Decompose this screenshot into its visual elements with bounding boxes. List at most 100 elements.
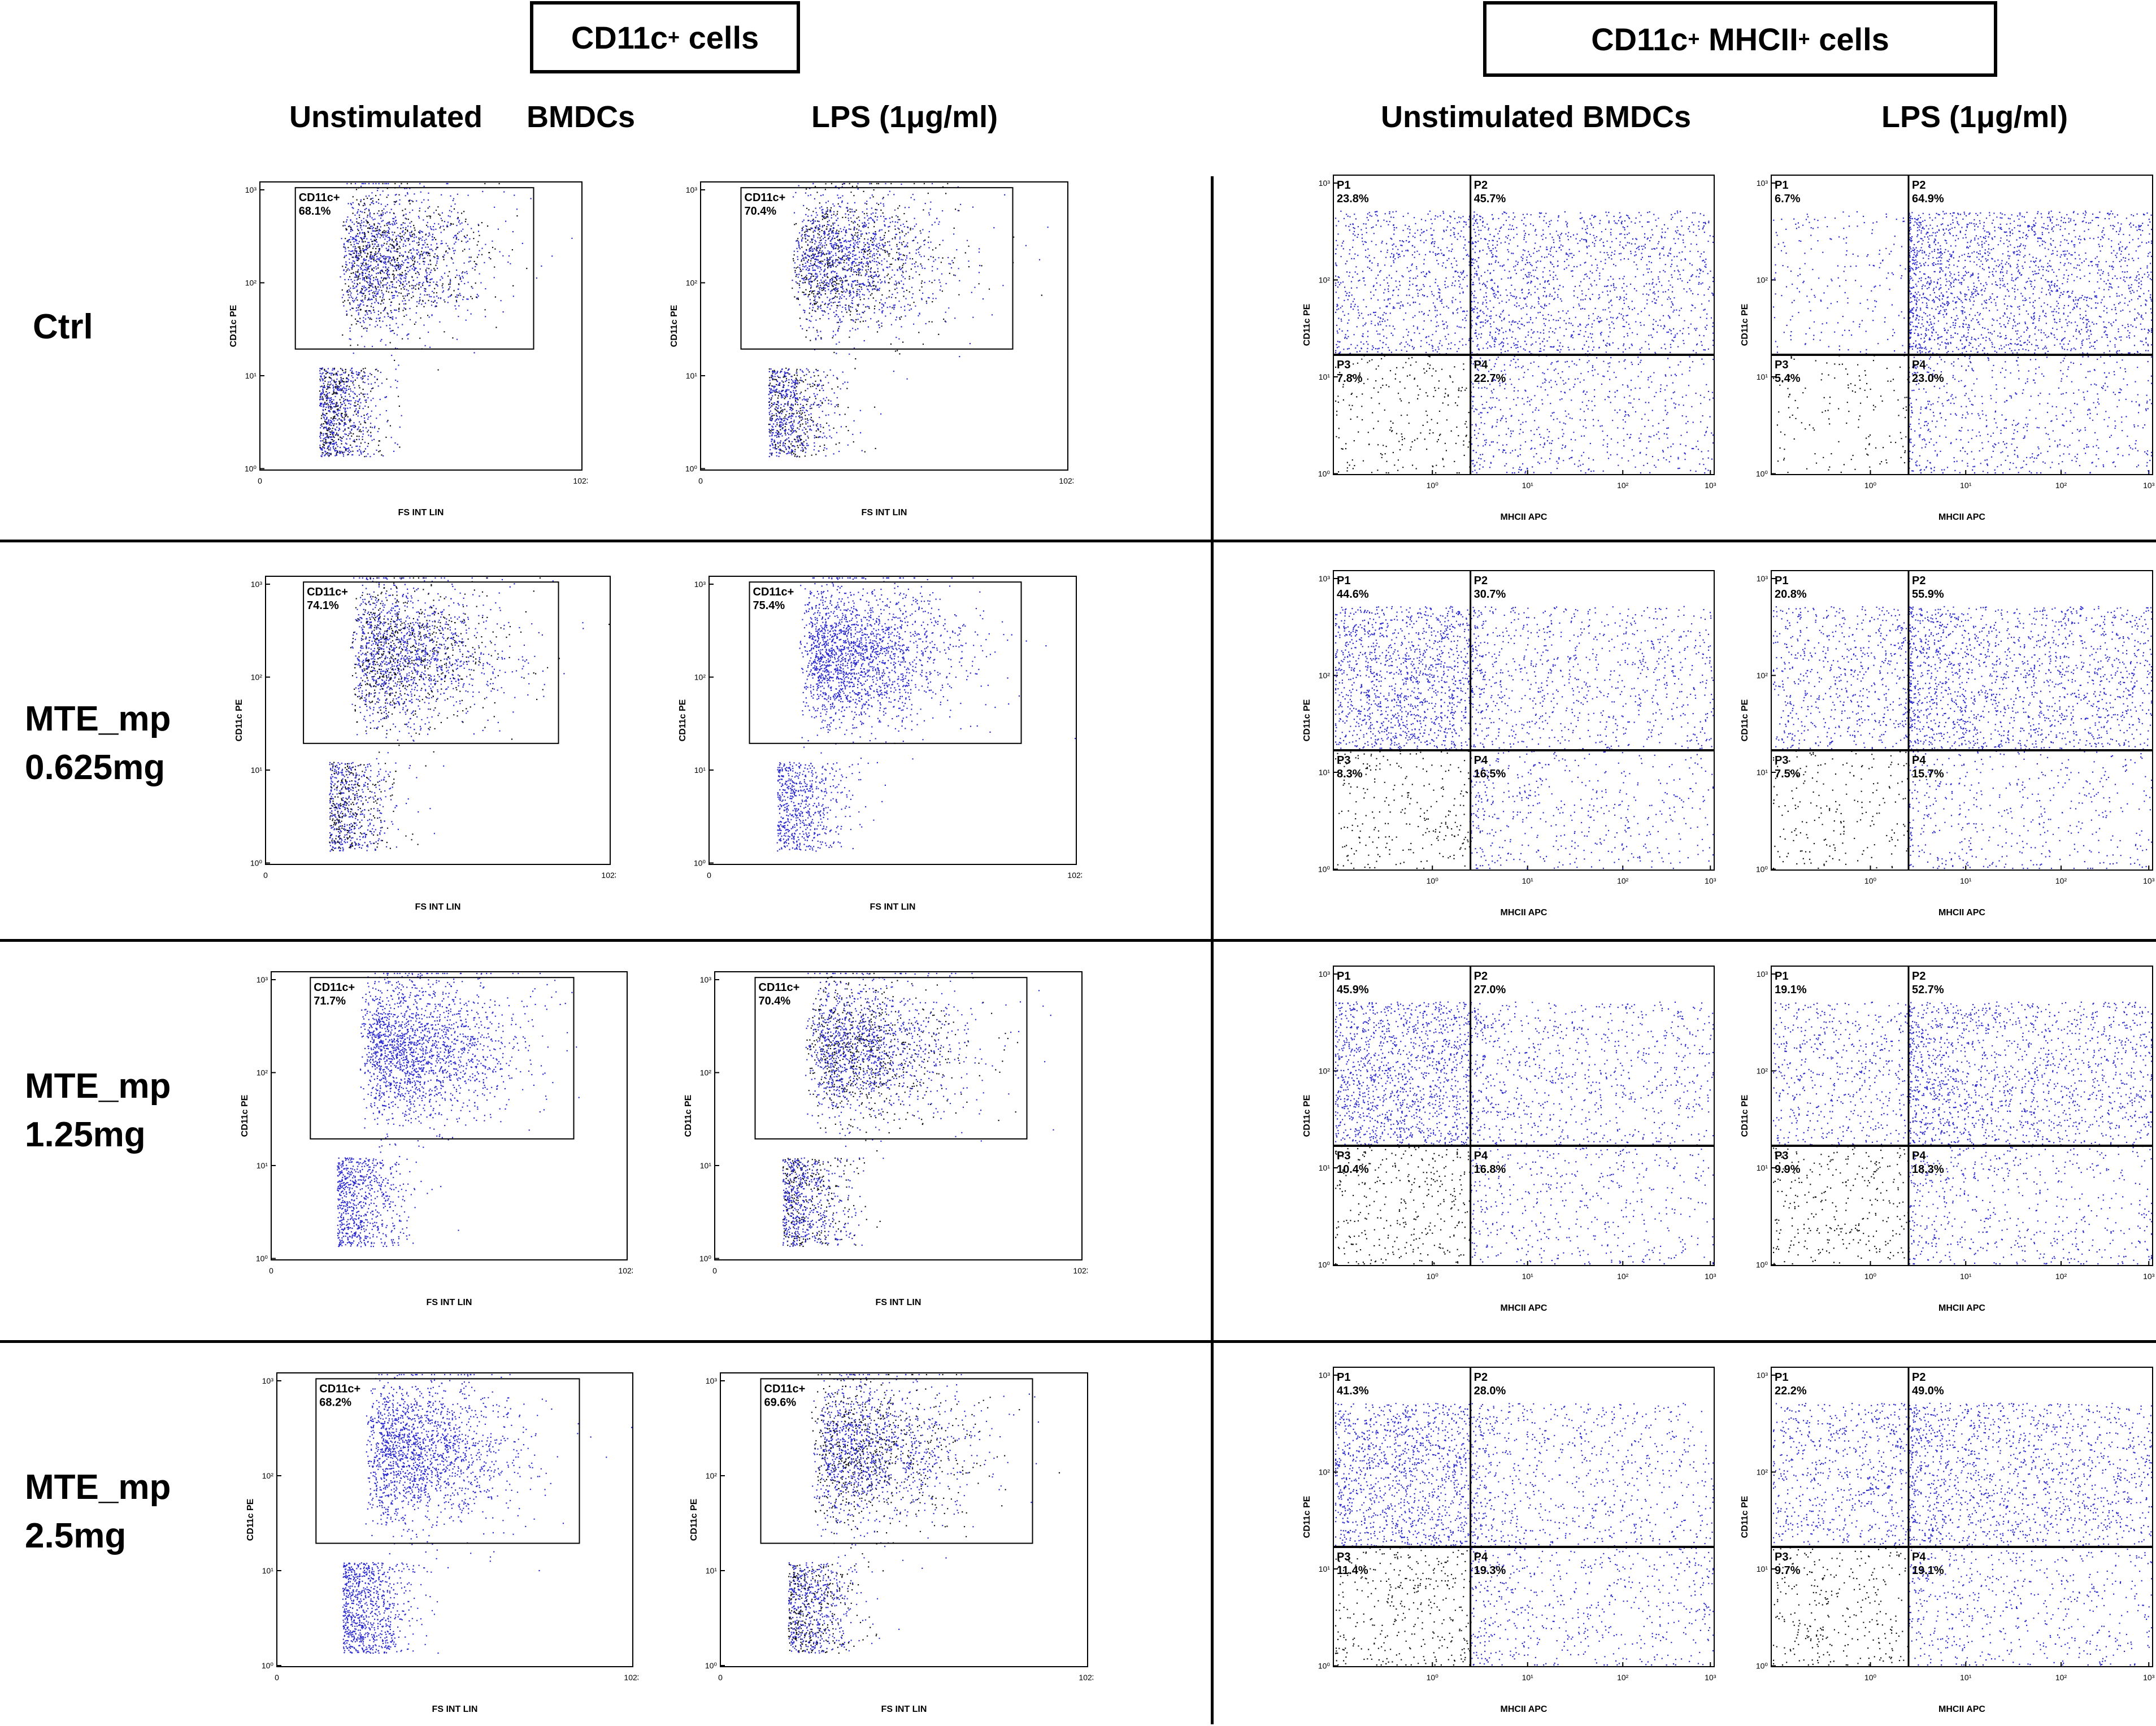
x-axis-label: FS INT LIN <box>876 1298 921 1307</box>
x-tick-label: 0 <box>718 1673 723 1682</box>
x-tick-label: 10³ <box>2143 1272 2155 1281</box>
x-tick-label: 10³ <box>2143 876 2155 885</box>
header-right-suffix: cells <box>1810 21 1889 57</box>
plot-frame <box>1771 175 2153 475</box>
y-tick-label: 10² <box>262 1471 274 1480</box>
quadrant-label-p1: P1 <box>1775 1371 1788 1384</box>
row-divider-1 <box>0 540 2156 542</box>
col-label-lps-left: LPS (1μg/ml) <box>811 100 998 134</box>
y-axis-label: CD11c PE <box>1740 699 1750 741</box>
quadrant-value-p2: 45.7% <box>1474 193 1506 205</box>
quadrant-label-p1: P1 <box>1775 179 1788 192</box>
gate-label: CD11c+ <box>319 1382 360 1395</box>
y-tick-label: 10¹ <box>686 371 698 380</box>
y-tick-label: 10⁰ <box>245 464 257 473</box>
y-tick-label: 10² <box>251 673 263 682</box>
row-label-line2: 2.5mg <box>25 1516 127 1555</box>
quadrant-plot: CD11c PE MHCII APC 10³ 10² 10¹ 10⁰ 10⁰ 10¹ 10² 10… <box>1302 570 1716 918</box>
quadrant-label-p3: P3 <box>1775 754 1788 767</box>
gate-percent: 71.7% <box>314 995 346 1007</box>
quadrant-value-p2: 30.7% <box>1474 588 1506 601</box>
y-tick-label: 10⁰ <box>262 1661 274 1670</box>
x-tick-label: 10⁰ <box>1427 1673 1439 1682</box>
gated-events <box>782 972 1054 1247</box>
quadrant-value-p1: 6.7% <box>1775 193 1801 205</box>
gated-events <box>337 972 577 1246</box>
row-divider-2 <box>0 939 2156 942</box>
plot-frame <box>1333 966 1715 1266</box>
y-tick-label: 10² <box>700 1068 712 1077</box>
gated-events <box>782 972 1044 1246</box>
quadrant-label-p2: P2 <box>1474 179 1488 192</box>
quadrant-label-p1: P1 <box>1337 179 1350 192</box>
quadrant-value-p4: 19.3% <box>1474 1564 1506 1577</box>
quadrant-label-p2: P2 <box>1912 575 1925 587</box>
quadrant-label-p4: P4 <box>1912 359 1926 371</box>
gate-percent: 70.4% <box>759 995 791 1007</box>
gate-percent: 74.1% <box>307 599 339 612</box>
x-axis-label: FS INT LIN <box>870 902 916 912</box>
gate-label: CD11c+ <box>299 192 340 204</box>
y-tick-label: 10¹ <box>1319 372 1331 381</box>
gate-label: CD11c+ <box>753 586 794 598</box>
x-tick-label: 10² <box>1617 1272 1629 1281</box>
double-negative-events <box>1335 354 1471 474</box>
x-tick-label: 1023 <box>618 1266 633 1275</box>
x-axis-label: FS INT LIN <box>427 1298 472 1307</box>
gated-events <box>319 182 573 458</box>
y-tick-label: 10² <box>694 673 706 682</box>
mhcii-events <box>1335 1001 1714 1265</box>
x-tick-label: 10² <box>1617 481 1629 490</box>
y-tick-label: 10¹ <box>1319 1163 1331 1172</box>
y-tick-label: 10² <box>257 1068 268 1077</box>
row-label-mte-125: MTE_mp 1.25mg <box>25 1062 171 1159</box>
quadrant-label-p4: P4 <box>1474 1150 1488 1162</box>
gated-events <box>342 1373 579 1654</box>
y-tick-label: 10¹ <box>257 1161 268 1170</box>
cd11c-gate <box>740 187 1014 350</box>
y-tick-label: 10¹ <box>1319 1564 1331 1573</box>
y-tick-label: 10² <box>686 279 698 288</box>
gated-events <box>329 577 584 852</box>
y-tick-label: 10⁰ <box>1318 1662 1331 1671</box>
header-left-suffix: cells <box>680 19 759 55</box>
x-tick-label: 10⁰ <box>1864 876 1877 885</box>
quadrant-label-p4: P4 <box>1912 1150 1926 1162</box>
x-tick-label: 10³ <box>1705 876 1716 885</box>
y-tick-label: 10⁰ <box>1756 1662 1768 1671</box>
y-tick-label: 10³ <box>706 1376 718 1385</box>
x-tick-label: 10¹ <box>1960 1272 1972 1281</box>
y-tick-label: 10¹ <box>1319 768 1331 777</box>
y-tick-label: 10³ <box>694 580 706 589</box>
quadrant-label-p2: P2 <box>1912 179 1925 192</box>
gated-events <box>342 1373 592 1654</box>
gate-percent: 75.4% <box>753 599 785 612</box>
y-tick-label: 10⁰ <box>1318 865 1331 874</box>
quadrant-label-p3: P3 <box>1337 1551 1350 1563</box>
quadrant-value-p1: 41.3% <box>1337 1385 1369 1397</box>
x-tick-label: 10¹ <box>1522 1673 1534 1682</box>
quadrant-label-p2: P2 <box>1912 970 1925 982</box>
row-label-line1: MTE_mp <box>25 1468 171 1507</box>
y-tick-label: 10³ <box>1319 969 1331 979</box>
x-axis-label: MHCII APC <box>1938 1705 1985 1714</box>
cd11c-gate <box>749 581 1022 744</box>
quadrant-label-p4: P4 <box>1474 754 1488 767</box>
gated-events <box>342 1373 633 1654</box>
gate-label: CD11c+ <box>745 192 786 204</box>
mhcii-events <box>1773 606 2153 869</box>
cd11c-gate <box>303 581 559 744</box>
row-label-ctrl: Ctrl <box>33 303 93 351</box>
col-label-bmdcs: BMDCs <box>527 100 636 134</box>
gate-percent: 69.6% <box>764 1396 797 1408</box>
quadrant-value-p2: 27.0% <box>1474 984 1506 996</box>
x-tick-label: 10³ <box>1705 1272 1716 1281</box>
y-tick-label: 10³ <box>245 185 257 194</box>
y-tick-label: 10⁰ <box>1318 469 1331 479</box>
y-axis-label: CD11c PE <box>678 699 688 741</box>
quadrant-value-p3: 8.3% <box>1337 768 1363 780</box>
double-negative-events <box>1773 1145 1910 1265</box>
